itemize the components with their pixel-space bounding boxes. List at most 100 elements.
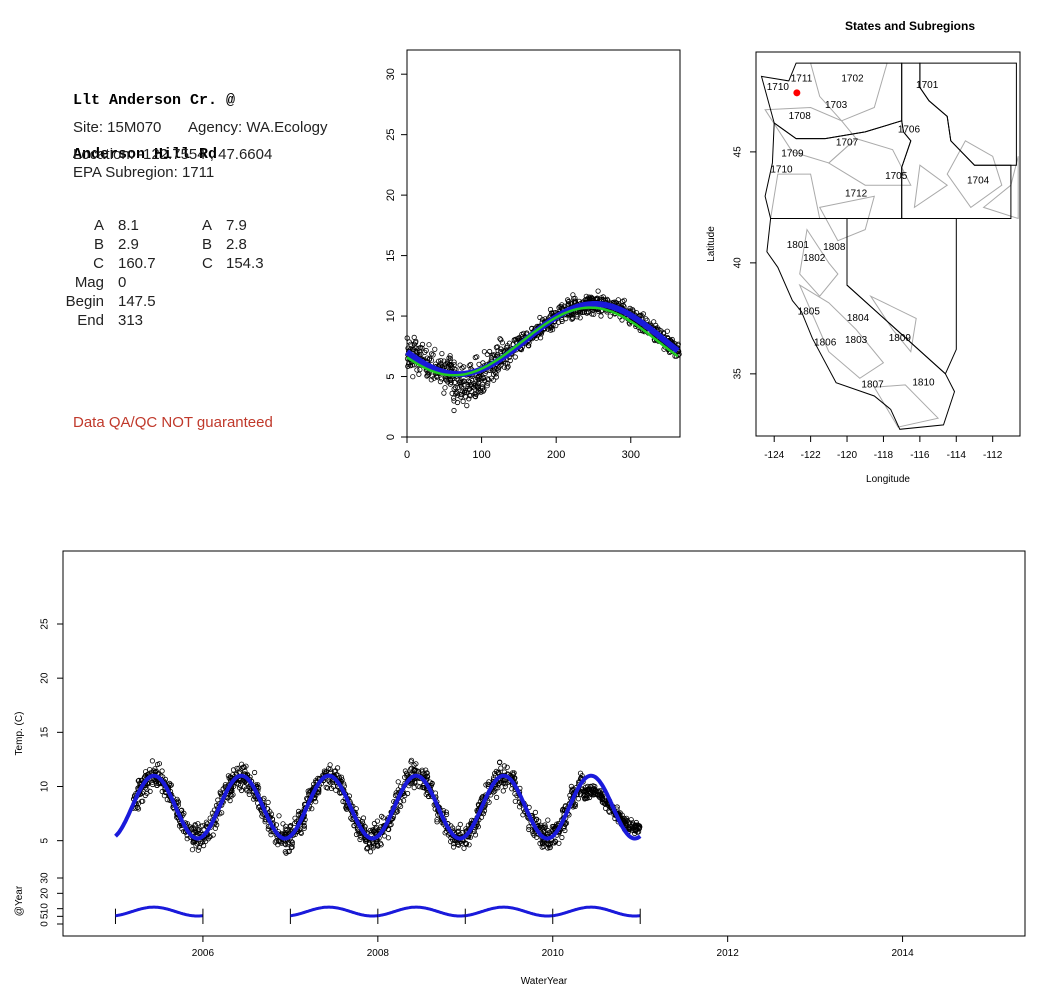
data-point bbox=[583, 794, 589, 800]
x-tick-label: 2006 bbox=[192, 948, 215, 959]
plot-frame bbox=[62, 550, 1026, 937]
data-point bbox=[545, 817, 551, 823]
x-tick-label: -112 bbox=[983, 450, 1003, 461]
subregion-label: 1703 bbox=[825, 100, 848, 111]
data-point bbox=[230, 767, 237, 773]
data-point bbox=[447, 358, 453, 364]
data-point bbox=[244, 788, 250, 794]
data-point bbox=[289, 844, 295, 850]
data-point bbox=[147, 767, 153, 773]
site-title: Llt Anderson Cr. @ Anderson Hill Rd bbox=[73, 56, 235, 182]
param-row: A 8.1 A 7.9 bbox=[60, 216, 320, 235]
state-boundaries bbox=[760, 62, 1017, 430]
data-point bbox=[643, 316, 649, 322]
data-point bbox=[529, 325, 535, 331]
subregion-boundary bbox=[770, 173, 821, 219]
data-point bbox=[411, 785, 417, 791]
y-tick-label: 15 bbox=[385, 249, 397, 261]
data-point bbox=[283, 827, 290, 833]
data-point bbox=[414, 349, 420, 355]
y-tick-label: 45 bbox=[733, 146, 744, 158]
data-point bbox=[582, 788, 589, 794]
data-point bbox=[450, 844, 457, 850]
data-point bbox=[442, 385, 448, 391]
data-points bbox=[130, 757, 643, 856]
data-point bbox=[569, 786, 575, 792]
yearly-fit-line bbox=[377, 905, 466, 918]
x-tick-label: 300 bbox=[622, 449, 640, 461]
data-point bbox=[334, 765, 341, 771]
data-point bbox=[579, 773, 585, 779]
data-point bbox=[498, 337, 504, 343]
data-point bbox=[210, 832, 216, 838]
x-axis-label: Longitude bbox=[866, 474, 910, 485]
param-value: 313 bbox=[118, 312, 144, 329]
data-point bbox=[635, 829, 642, 835]
param-row: B 2.9 B 2.8 bbox=[60, 235, 320, 254]
x-tick-label: 2010 bbox=[542, 948, 565, 959]
data-point bbox=[397, 803, 404, 809]
subregion-label: 1702 bbox=[841, 73, 864, 84]
data-point bbox=[532, 809, 539, 815]
data-point bbox=[417, 366, 423, 373]
data-point bbox=[451, 407, 457, 414]
data-point bbox=[212, 825, 218, 831]
data-point bbox=[195, 847, 201, 853]
data-point bbox=[500, 788, 506, 794]
data-point bbox=[236, 778, 242, 784]
data-point bbox=[282, 849, 288, 855]
data-point bbox=[501, 763, 507, 769]
fit-line bbox=[406, 306, 679, 377]
data-point bbox=[491, 377, 497, 383]
param-label2: B bbox=[202, 236, 213, 253]
data-point bbox=[572, 803, 578, 809]
data-point bbox=[252, 769, 258, 776]
data-point bbox=[472, 832, 479, 838]
x-tick-label: -120 bbox=[837, 450, 857, 461]
subregion-label: 1704 bbox=[967, 175, 990, 186]
data-point bbox=[447, 377, 454, 383]
subregion-boundary bbox=[946, 140, 1003, 209]
data-point bbox=[164, 796, 170, 803]
data-point bbox=[537, 840, 543, 846]
subregion-label: 1804 bbox=[847, 313, 870, 324]
data-point bbox=[351, 822, 357, 829]
x-tick-label: -124 bbox=[764, 450, 784, 461]
data-point bbox=[149, 758, 155, 764]
data-point bbox=[298, 829, 304, 835]
data-point bbox=[547, 844, 553, 850]
y-tick-label-bottom: 5 bbox=[40, 913, 51, 919]
data-point bbox=[301, 825, 307, 831]
data-point bbox=[167, 780, 173, 786]
subregion-label: 1802 bbox=[803, 253, 826, 264]
data-point bbox=[280, 821, 286, 827]
data-point bbox=[267, 809, 273, 815]
data-point bbox=[370, 827, 376, 833]
param-label: C bbox=[93, 255, 104, 272]
subregion-boundary bbox=[982, 156, 1019, 220]
data-point bbox=[288, 822, 294, 829]
data-point bbox=[506, 340, 513, 346]
data-point bbox=[464, 402, 470, 409]
epa-subregion: EPA Subregion: 1711 bbox=[73, 164, 215, 181]
data-point bbox=[405, 345, 411, 351]
data-point bbox=[621, 297, 627, 303]
site-marker bbox=[793, 89, 801, 97]
data-point bbox=[411, 767, 418, 773]
data-point bbox=[545, 326, 551, 332]
y-axis-label: Temp. (C) bbox=[14, 712, 25, 756]
data-point bbox=[288, 838, 294, 844]
y-tick-label-bottom: 20 bbox=[40, 887, 51, 899]
data-point bbox=[486, 779, 492, 785]
y-axis-label: Latitude bbox=[706, 226, 717, 262]
data-point bbox=[276, 813, 282, 819]
data-point bbox=[265, 799, 271, 805]
data-point bbox=[541, 825, 547, 831]
data-point bbox=[644, 317, 650, 323]
data-point bbox=[447, 355, 454, 361]
subregion-label: 1709 bbox=[781, 149, 804, 160]
data-point bbox=[412, 779, 418, 785]
data-point bbox=[619, 317, 625, 323]
data-point bbox=[458, 391, 464, 398]
data-point bbox=[584, 310, 590, 316]
